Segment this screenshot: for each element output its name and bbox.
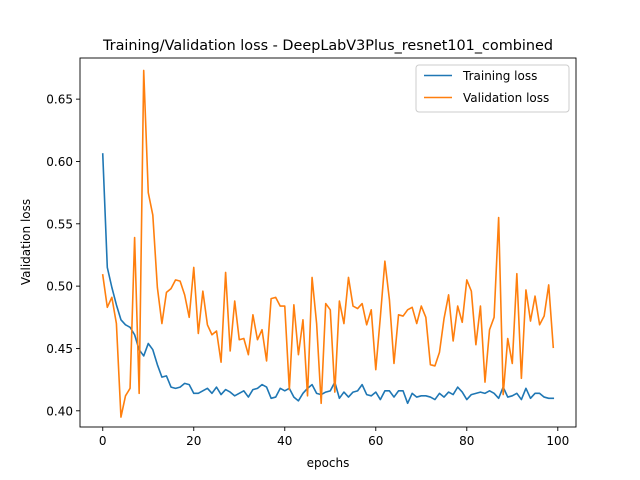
x-axis-label: epochs <box>307 456 350 470</box>
plot-area <box>79 57 577 428</box>
plot-frame <box>79 57 577 428</box>
y-tick-label: 0.50 <box>46 280 73 294</box>
x-tick-label: 40 <box>277 434 292 448</box>
legend-label-validation-loss: Validation loss <box>463 91 549 105</box>
x-axis: 0 20 40 60 80 100 <box>99 427 569 448</box>
series-layer <box>101 69 555 418</box>
y-tick-label: 0.60 <box>46 155 73 169</box>
y-axis: 0.40 0.45 0.50 0.55 0.60 0.65 <box>46 93 80 418</box>
legend: Training loss Validation loss <box>415 64 570 113</box>
y-tick-label: 0.65 <box>46 93 73 107</box>
series-line-validation-loss <box>101 69 555 418</box>
y-tick-label: 0.55 <box>46 217 73 231</box>
y-axis-label: Validation loss <box>19 199 33 285</box>
series-line-training-loss <box>101 153 555 405</box>
chart-title: Training/Validation loss - DeepLabV3Plus… <box>102 38 553 54</box>
legend-frame <box>415 64 570 113</box>
x-tick-label: 20 <box>186 434 201 448</box>
y-tick-label: 0.40 <box>46 404 73 418</box>
x-tick-label: 80 <box>459 434 474 448</box>
x-tick-label: 0 <box>99 434 107 448</box>
x-tick-label: 100 <box>546 434 569 448</box>
legend-label-training-loss: Training loss <box>462 69 537 83</box>
x-tick-label: 60 <box>368 434 383 448</box>
y-tick-label: 0.45 <box>46 342 73 356</box>
